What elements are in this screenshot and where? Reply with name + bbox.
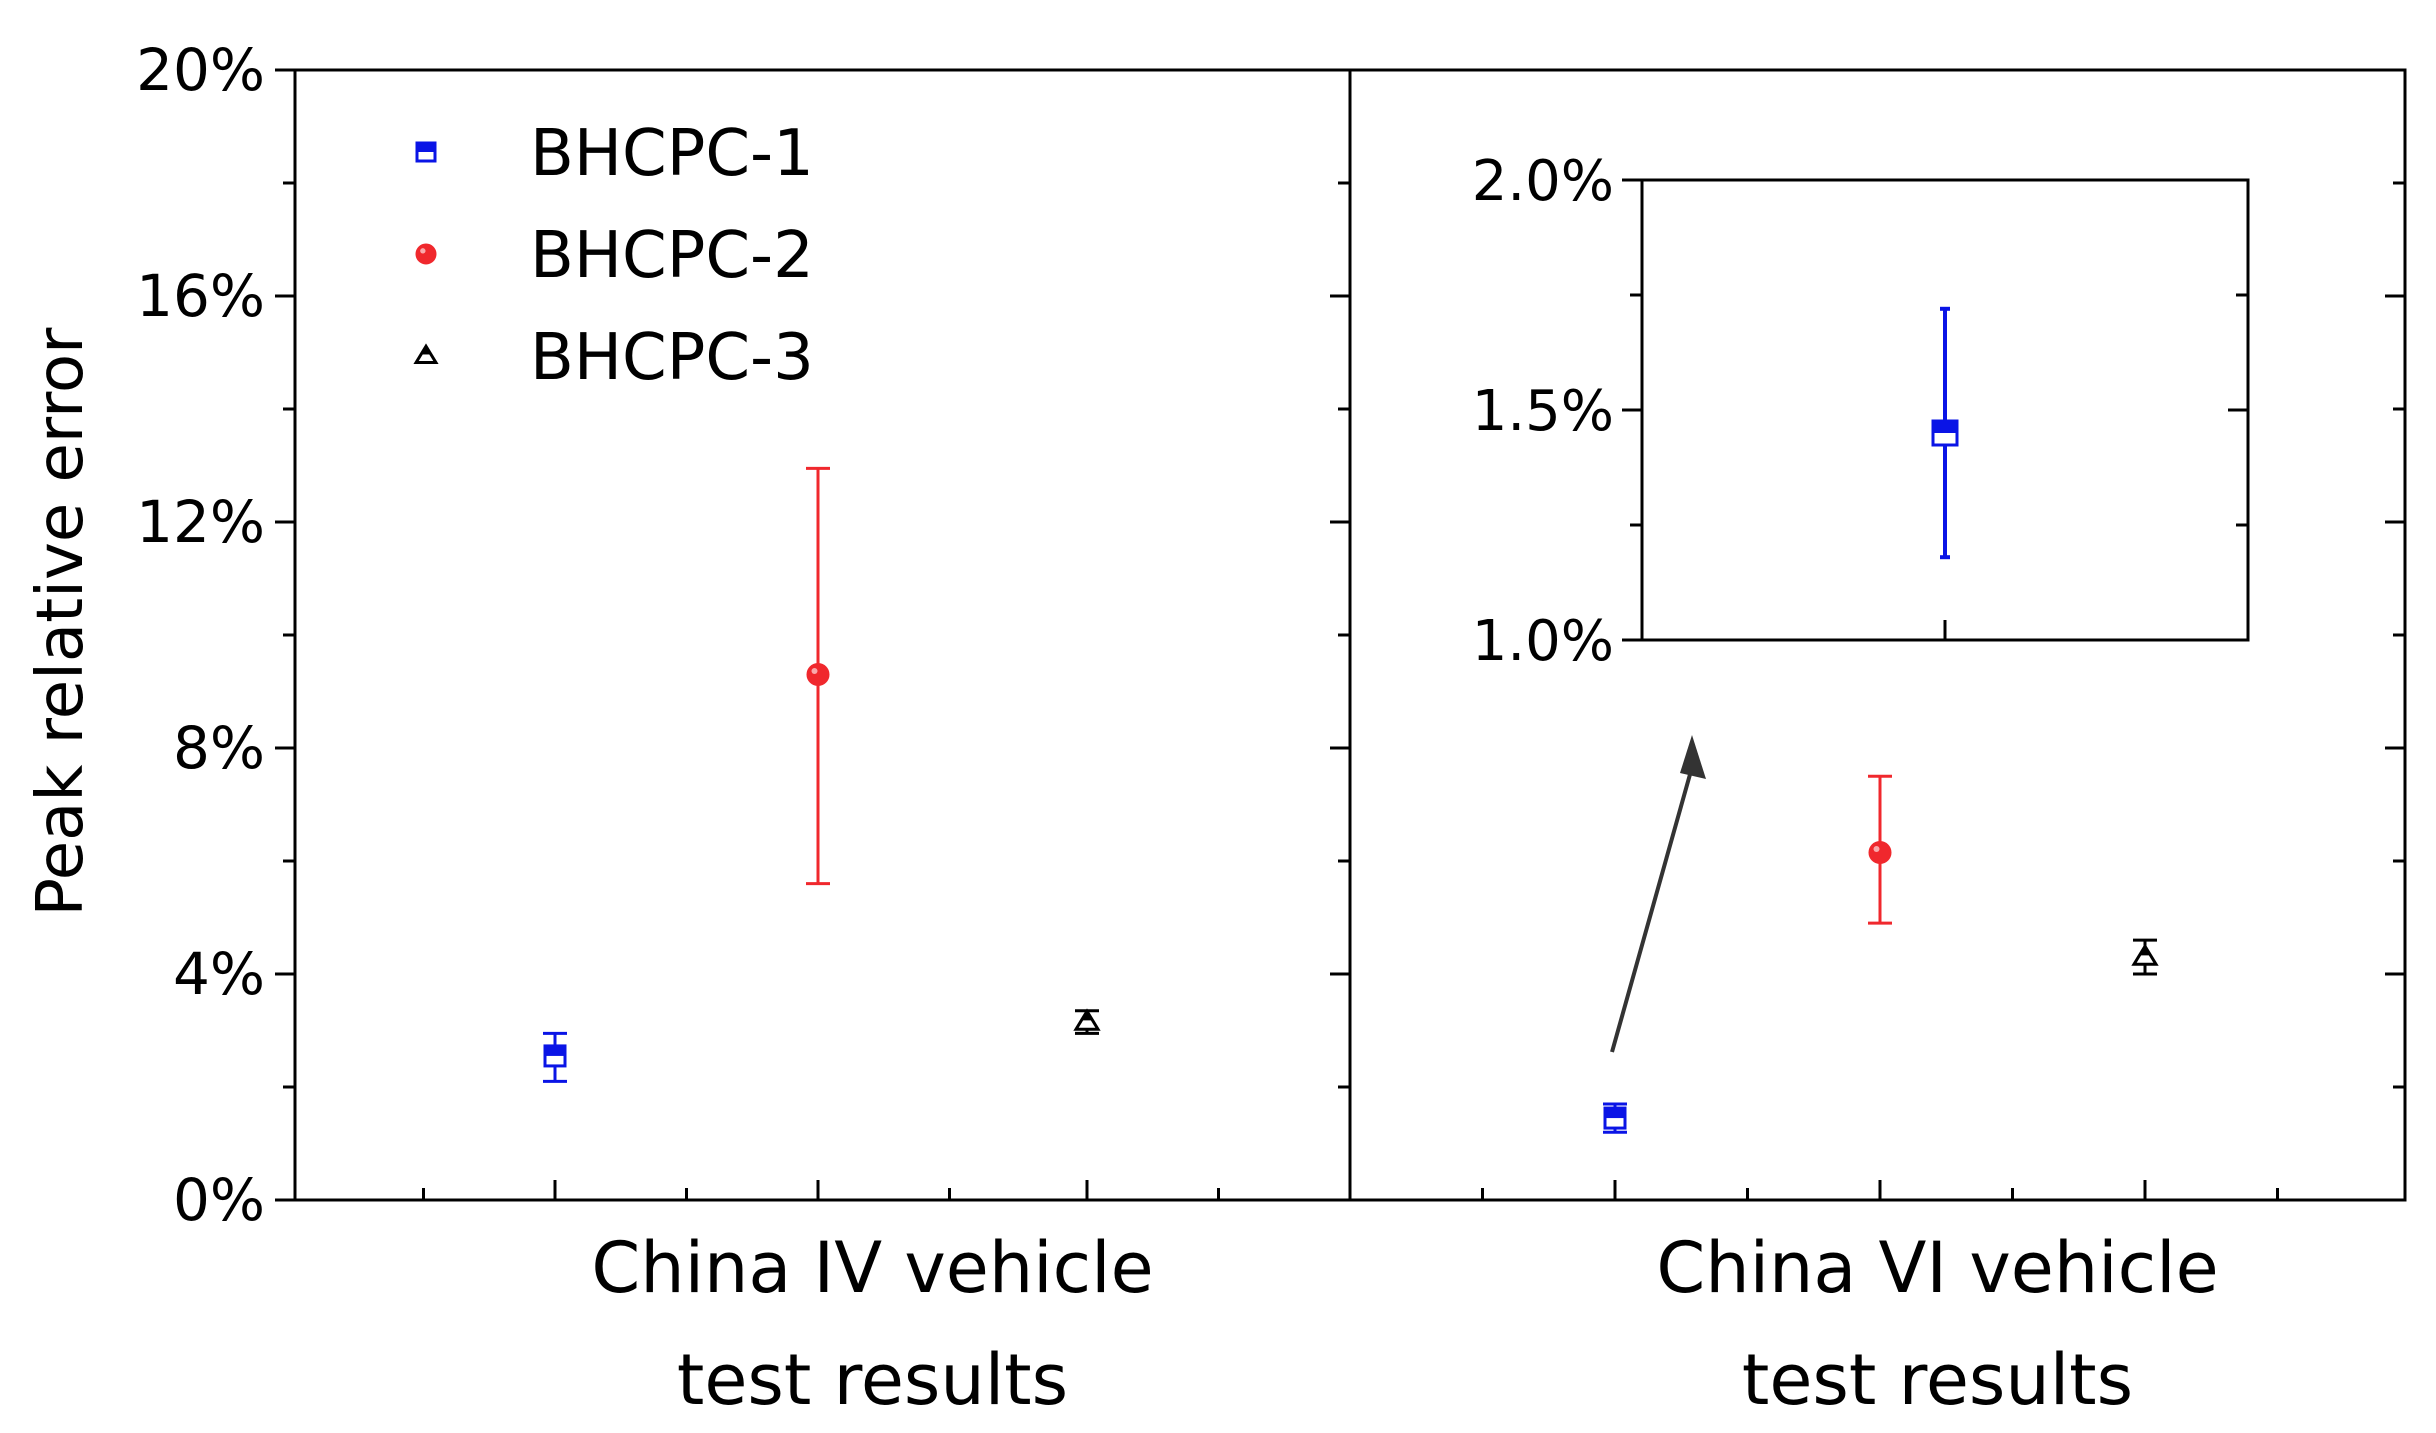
group-label-line: test results	[677, 1339, 1068, 1421]
group-label: China IV vehicle test results	[591, 1227, 1153, 1421]
marker-fill	[545, 1045, 565, 1056]
legend-entry: BHCPC-2	[415, 219, 814, 293]
y-tick-label: 4%	[173, 940, 265, 1008]
legend-marker	[415, 141, 437, 163]
marker-fill	[415, 243, 437, 265]
marker-highlight	[420, 248, 426, 254]
group-label-line: China IV vehicle	[591, 1227, 1153, 1309]
legend-marker	[415, 243, 437, 265]
group-label-line: China VI vehicle	[1656, 1227, 2218, 1309]
inset-plot: 1.0% 1.5% 2.0%	[1472, 149, 2250, 674]
y-axis-label: Peak relative error	[24, 327, 98, 917]
inset-y-tick-label: 1.5%	[1472, 379, 1614, 444]
marker-highlight	[811, 668, 818, 675]
inset-y-tick-label: 1.0%	[1472, 609, 1614, 674]
legend-entry: BHCPC-3	[413, 321, 814, 395]
data-point	[806, 663, 830, 687]
legend-label: BHCPC-1	[530, 117, 814, 191]
group-label-line: test results	[1742, 1339, 2133, 1421]
data-point	[1073, 1008, 1101, 1031]
y-tick-label: 8%	[173, 714, 265, 782]
legend: BHCPC-1 BHCPC-2 BHCPC-3	[413, 117, 814, 395]
legend-entry: BHCPC-1	[415, 117, 814, 191]
data-point	[1868, 841, 1892, 865]
marker-fill	[806, 663, 830, 687]
data-point	[543, 1044, 567, 1068]
marker-fill-lower	[2139, 946, 2151, 956]
marker-highlight	[1873, 846, 1880, 853]
y-tick-label: 16%	[136, 262, 265, 330]
inset-arrow-head	[1680, 735, 1706, 779]
marker-fill	[1868, 841, 1892, 865]
marker-fill	[1605, 1108, 1625, 1119]
marker-fill-lower	[421, 346, 431, 355]
group-label: China VI vehicle test results	[1656, 1227, 2218, 1421]
y-tick-label: 20%	[136, 36, 265, 104]
y-tick-label: 12%	[136, 488, 265, 556]
marker-fill	[1933, 421, 1957, 433]
inset-arrow-line	[1610, 752, 1698, 1053]
main-plot: 0% 4% 8% 12% 16% 20%	[136, 36, 2407, 1234]
data-point	[1603, 1106, 1627, 1130]
inset-y-tick-label: 2.0%	[1472, 149, 1614, 214]
legend-label: BHCPC-3	[530, 321, 814, 395]
marker-fill-lower	[1081, 1011, 1093, 1021]
legend-label: BHCPC-2	[530, 219, 814, 293]
legend-marker	[413, 343, 439, 364]
marker-fill	[417, 143, 435, 152]
y-tick-label: 0%	[173, 1166, 265, 1234]
inset-data-point	[1931, 419, 1959, 447]
data-point	[2131, 943, 2159, 966]
